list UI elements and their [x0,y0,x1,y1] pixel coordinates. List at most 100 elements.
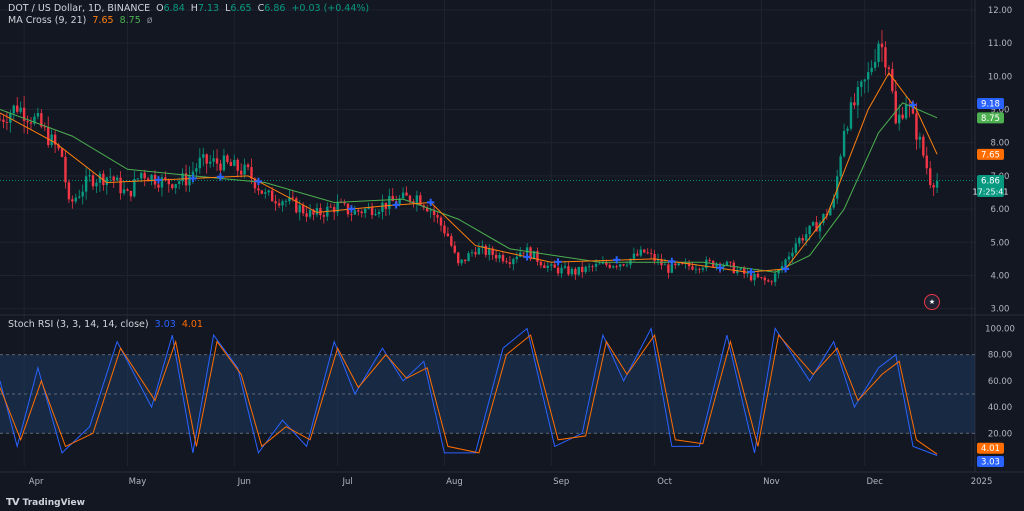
candle-body [618,264,622,267]
candle-body [787,256,791,260]
price-tick-label: 11.00 [988,39,1012,49]
candle-body [636,253,639,256]
candle-body [591,266,594,268]
candle-body [298,205,301,213]
candle-body [160,177,164,188]
candle-body [432,210,436,215]
candle-body [904,104,908,119]
rsi-legend[interactable]: Stoch RSI (3, 3, 14, 14, close) 3.03 4.0… [8,319,206,330]
candle-body [439,217,443,226]
candle-body [698,268,701,270]
tradingview-logo[interactable]: TV TradingView [6,497,85,508]
candle-body [894,91,897,124]
rsi-axis-badge-label: 4.01 [981,444,1000,454]
candle-body [505,261,508,263]
ma-cross-marker: ✚ [781,264,789,275]
candle-body [694,268,698,270]
candle-body [880,43,884,48]
candle-body [701,268,705,270]
price-tick-label: 3.00 [991,305,1010,315]
ma-cross-marker: ✚ [668,257,676,268]
candle-body [267,190,270,193]
candle-body [656,259,660,261]
candle-body [515,256,518,260]
tv-logo-icon: TV [6,497,20,508]
candle-body [215,158,219,164]
candle-body [239,170,243,175]
candle-body [863,79,866,82]
candle-body [818,222,822,232]
candle-body [725,261,729,266]
symbol-legend: DOT / US Dollar, 1D, BINANCE O6.84 H7.13… [8,3,370,14]
candle-body [436,214,439,218]
candle-body [539,261,543,266]
candle-body [350,214,353,216]
rsi-d-value: 4.01 [181,319,203,330]
candle-body [388,196,391,209]
candle-body [415,195,419,204]
candle-body [219,163,222,171]
candle-body [570,268,574,275]
candle-body [815,222,818,232]
candle-body [915,113,918,140]
candle-body [115,177,119,181]
candle-body [639,249,643,256]
ma-cross-marker: ✚ [554,257,562,268]
candle-body [477,247,481,255]
candle-body [191,171,195,176]
candle-body [550,264,553,266]
candle-body [746,273,749,274]
candle-body [167,179,171,185]
candle-body [860,81,863,88]
candle-body [360,211,363,214]
ma-cross-marker: ✚ [426,198,434,209]
ma-legend[interactable]: MA Cross (9, 21) 7.65 8.75 ø [8,15,156,26]
candle-body [484,245,487,255]
candle-body [563,266,567,268]
candle-body [866,72,870,80]
candle-body [749,273,753,281]
candle-body [226,155,229,163]
candle-body [646,252,649,254]
candle-body [922,136,925,156]
candle-body [798,238,801,244]
candle-body [853,102,856,106]
candle-body [26,121,29,123]
candle-body [601,262,605,264]
candle-body [918,136,922,140]
candle-body [40,113,43,127]
candle-body [0,119,2,121]
candle-body [839,156,842,177]
candle-body [536,251,539,262]
price-tick-label: 5.00 [991,238,1010,248]
rsi-tick-label: 60.00 [988,377,1012,387]
candle-body [598,263,601,265]
candle-body [177,181,181,185]
price-tick-label: 9.00 [991,106,1010,116]
candle-body [264,192,267,194]
low-value: 6.65 [230,3,252,14]
ma-hidden-icon[interactable]: ø [146,15,153,26]
candle-body [60,148,64,157]
ma-label: MA Cross (9, 21) [8,15,87,26]
symbol-title: DOT / US Dollar, 1D, BINANCE [8,3,151,14]
us-flag-icon[interactable]: ★ [924,294,940,310]
ma-cross-marker: ✚ [716,264,724,275]
candle-body [50,134,53,146]
price-axis-badge-label: 7.65 [981,150,1000,160]
candle-body [205,154,208,164]
candle-body [229,162,233,166]
candle-body [12,105,15,114]
candle-body [353,210,357,215]
candle-body [773,273,777,283]
candle-body [343,202,346,204]
candle-body [732,262,736,274]
candle-body [446,233,450,237]
candle-body [705,259,708,269]
candle-body [556,267,560,274]
price-axis-badge [977,175,1004,198]
candle-body [908,104,911,106]
time-tick-label: Jun [237,477,251,487]
candle-body [667,264,670,273]
